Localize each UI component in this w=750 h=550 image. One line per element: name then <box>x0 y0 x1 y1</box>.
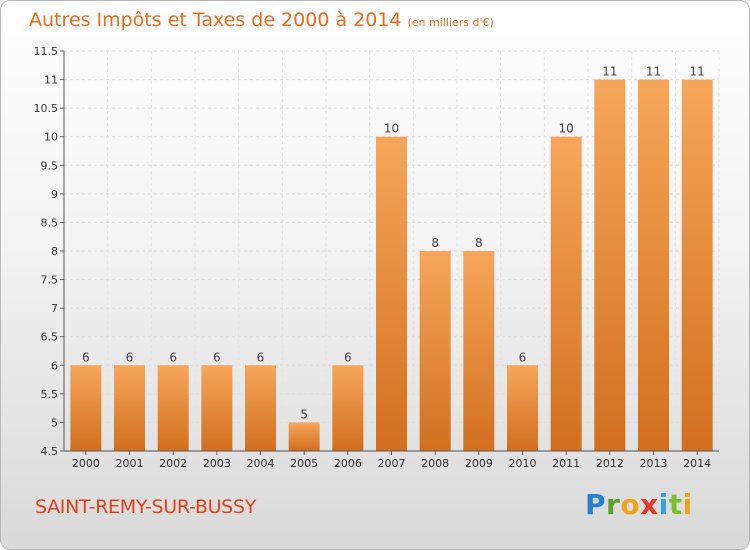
logo-letter: o <box>620 488 641 521</box>
unit-label: (en milliers d'€) <box>407 16 494 29</box>
bar-value-label: 5 <box>300 407 308 421</box>
logo-letter: i <box>658 488 669 521</box>
y-tick-label: 11 <box>44 74 58 87</box>
bar-value-label: 10 <box>384 122 399 136</box>
y-tick-label: 7.5 <box>41 274 59 287</box>
bars <box>70 79 713 452</box>
y-tick-label: 8 <box>51 245 58 258</box>
bar <box>70 365 102 451</box>
bar-value-label: 6 <box>169 350 177 364</box>
x-tick-label: 2003 <box>203 457 231 470</box>
x-tick-label: 2011 <box>552 457 580 470</box>
y-tick-label: 10.5 <box>34 102 59 115</box>
bar <box>638 79 669 452</box>
bar-value-label: 10 <box>559 122 574 136</box>
axes: 4.5 5 5.5 6 6.5 7 7.5 8 8.5 9 9.5 10 10.5 11 11.5 2000 2… <box>34 45 719 470</box>
bar-value-label: 6 <box>344 350 352 364</box>
bar-value-label: 11 <box>690 65 705 79</box>
logo-letter: P <box>585 488 607 521</box>
bar <box>594 79 626 452</box>
y-tick-label: 10 <box>44 131 58 144</box>
chart-title: Autres Impôts et Taxes de 2000 à 2014 (en… <box>29 9 494 31</box>
logo-letter: r <box>606 488 621 521</box>
logo-letter: x <box>640 488 659 521</box>
x-tick-label: 2000 <box>72 457 100 470</box>
commune-name: SAINT-REMY-SUR-BUSSY <box>35 496 256 518</box>
bar-value-label: 6 <box>126 350 134 364</box>
bar-value-label: 11 <box>646 65 661 79</box>
y-tick-label: 4.5 <box>41 445 59 458</box>
y-tick-label: 11.5 <box>34 45 59 58</box>
bar-value-label: 8 <box>475 236 483 250</box>
y-tick-label: 5 <box>51 416 58 429</box>
y-tick-label: 8.5 <box>41 216 59 229</box>
bar <box>550 136 582 451</box>
x-tick-label: 2006 <box>334 457 362 470</box>
x-tick-label: 2010 <box>509 457 537 470</box>
bar <box>681 79 713 452</box>
bar-value-label: 6 <box>213 350 221 364</box>
bar-value-label: 6 <box>257 350 265 364</box>
bar <box>201 365 233 451</box>
bar <box>157 365 189 451</box>
logo-letter: i <box>682 488 693 521</box>
x-tick-label: 2013 <box>640 457 668 470</box>
bar-value-label: 11 <box>602 65 617 79</box>
proxiti-logo: Proxiti <box>585 488 693 521</box>
bar <box>114 365 145 451</box>
y-tick-label: 7 <box>51 302 58 315</box>
x-tick-label: 2012 <box>596 457 624 470</box>
x-tick-label: 2009 <box>465 457 493 470</box>
bar <box>332 365 364 451</box>
bar <box>507 365 538 451</box>
bar <box>419 251 451 451</box>
x-tick-label: 2008 <box>421 457 449 470</box>
bar <box>245 365 276 451</box>
title-text: Autres Impôts et Taxes de 2000 à 2014 <box>29 9 402 31</box>
y-tick-label: 6.5 <box>41 331 59 344</box>
bar <box>376 136 407 451</box>
y-tick-label: 9 <box>51 188 58 201</box>
x-tick-label: 2014 <box>683 457 711 470</box>
bar <box>463 251 495 451</box>
bar-value-label: 6 <box>519 350 527 364</box>
x-tick-label: 2002 <box>159 457 187 470</box>
y-tick-label: 9.5 <box>41 159 59 172</box>
y-tick-label: 5.5 <box>41 388 59 401</box>
data-labels: 6 6 6 6 6 5 6 10 8 8 6 10 11 11 11 <box>82 65 705 422</box>
y-tick-label: 6 <box>51 359 58 372</box>
bar <box>288 422 320 451</box>
x-tick-label: 2005 <box>290 457 318 470</box>
bar-value-label: 6 <box>82 350 90 364</box>
bar-value-label: 8 <box>431 236 439 250</box>
x-tick-label: 2004 <box>247 457 275 470</box>
x-tick-label: 2001 <box>116 457 144 470</box>
x-tick-label: 2007 <box>378 457 406 470</box>
logo-letter: t <box>668 488 683 521</box>
